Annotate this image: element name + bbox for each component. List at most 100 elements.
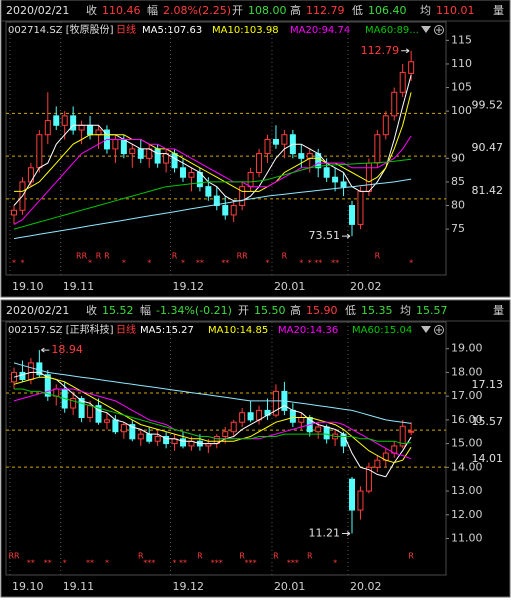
signal-marker: R [96,252,102,261]
plot-frame [5,21,447,276]
candle-body [70,398,77,409]
y-tick-label: 18.00 [451,365,483,378]
header-label: 高 [290,303,301,317]
signal-marker: ** [86,559,94,568]
candle-body [289,409,296,423]
legend-entry: MA60:89... [365,25,419,36]
header-label: 开 [238,304,249,317]
annotation-label: 18.94 [51,343,83,356]
signal-marker: * [266,259,270,268]
header-label: 收 [86,303,97,317]
add-icon [434,325,444,335]
y-tick-label: 12.00 [451,508,483,521]
candle-body [120,424,127,433]
header-label: 高 [290,3,301,17]
header-label: 幅 [140,304,151,317]
x-tick-label: 20.01 [274,280,306,293]
add-icon-cross [436,327,442,333]
legend-entry: MA20:94.74 [290,25,350,36]
signal-marker: *** [211,559,223,568]
ma-line [13,158,412,230]
reference-label: 90.47 [472,141,504,154]
candle-body [53,388,60,397]
header-date: 2020/02/21 [6,4,69,17]
header-label: 均 [400,304,411,317]
candle-body [87,124,94,136]
plot-frame [5,321,447,576]
signal-marker: *** [143,559,155,568]
header-value: 2.08%(2.25) [163,4,231,17]
menu-icon [421,326,431,333]
header-value: 15.52 [102,304,134,317]
candle-body [78,124,85,131]
y-tick-label: 90 [451,151,465,164]
signal-marker: * [63,559,67,568]
candle-body [323,426,330,440]
legend-entry: MA20:14.36 [278,325,338,336]
candle-body [44,120,51,136]
candle-body [357,190,364,225]
period: 日线 [116,23,136,36]
signal-marker: * [105,559,109,568]
candle-body [188,171,195,178]
signal-marker: * [12,259,16,268]
candle-body [103,419,110,423]
ma-line [13,371,412,478]
y-tick-label: 105 [451,81,472,94]
y-tick-label: 110 [451,57,472,70]
candle-body [154,148,161,164]
candle-body [171,153,178,169]
signal-marker: R [282,252,288,261]
signal-marker: RR [8,552,20,561]
stock-code: 002157.SZ [正邦科技] [8,323,114,336]
candle-body [120,138,127,155]
signal-marker: ** [179,559,187,568]
candle-body [19,371,26,381]
candle-body [399,425,406,447]
header-label: 低 [352,4,363,17]
ma-line [13,362,412,424]
signal-marker: R [375,252,381,261]
candle-body [27,362,34,381]
header-end: 量 [493,4,504,17]
candle-body [272,138,279,145]
header-value: 15.35 [361,304,393,317]
signal-marker: ** [314,259,322,268]
candle-body [230,205,237,216]
candle-body [154,435,161,442]
candle-body [36,134,43,169]
candle-body [61,115,68,126]
candle-body [180,438,186,447]
menu-icon [421,26,431,33]
candle-body [382,115,389,136]
x-tick-label: 19.12 [173,280,205,293]
y-tick-label: 11.00 [451,532,483,545]
legend-entry: MA5:107.63 [142,25,202,36]
ma-line [13,74,412,206]
candle-body [306,153,313,159]
x-tick-label: 20.02 [350,580,382,593]
candle-body [272,390,279,416]
signal-marker: RR [76,252,88,261]
signal-marker: R [408,552,414,561]
y-tick-label: 15.00 [451,437,483,450]
header-label: 收 [86,3,97,17]
header-date: 2020/02/21 [6,304,69,317]
y-tick-label: 75 [451,222,465,235]
y-tick-label: 85 [451,175,465,188]
header-value: 15.57 [416,304,448,317]
y-tick-label: 100 [451,104,472,117]
header-value: 15.50 [254,304,286,317]
candle-body [230,421,237,433]
annotation-label: 11.21 [309,527,341,540]
annotation-arrow [342,233,351,239]
candle-body [399,71,406,93]
candle-body [247,171,254,188]
legend-entry: MA10:14.85 [208,325,268,336]
candle-body [163,435,170,445]
candle-body [281,134,288,145]
y-tick-label: 14.00 [451,460,483,473]
signal-marker: ** [331,259,339,268]
candle-body [349,478,355,511]
